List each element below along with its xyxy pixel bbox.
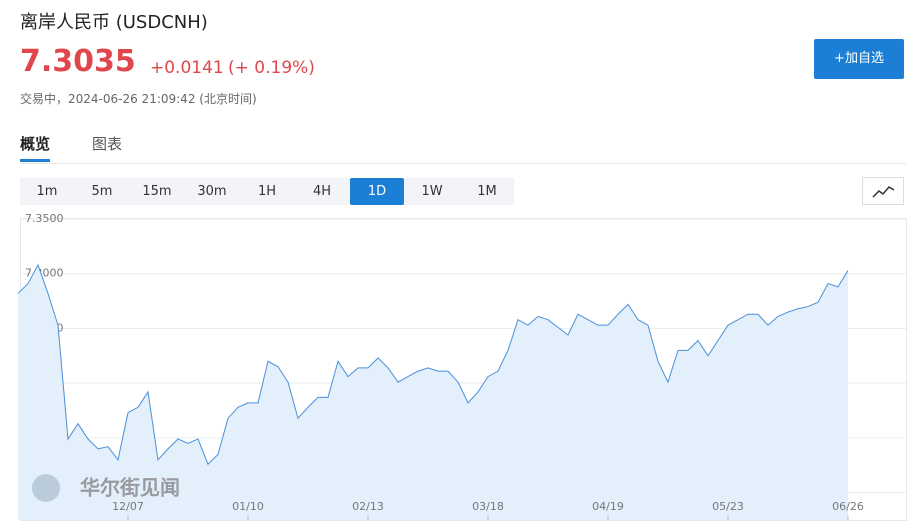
y-tick-label: 7.1000 [25,486,64,499]
chart-frame [20,218,907,521]
x-tick-label: 03/18 [472,500,504,513]
chart-type-button[interactable] [862,177,904,205]
x-tick-label: 05/23 [712,500,744,513]
period-button[interactable]: 1m [36,184,58,199]
period-button[interactable]: 15m [142,184,172,199]
y-tick-label: 7.2000 [25,376,64,389]
period-bar [20,178,514,205]
y-tick-label: 7.1500 [25,431,64,444]
x-tick-label: 12/07 [112,500,144,513]
y-tick-label: 7.3000 [25,267,64,280]
y-tick-label: 7.3500 [25,212,64,225]
tab[interactable]: 概览 [20,133,51,162]
period-button[interactable]: 1D [350,178,404,205]
period-button[interactable]: 4H [312,184,332,199]
line-icon [872,186,895,198]
status: 交易中，2024-06-26 21:09:42 (北京时间) [20,92,257,106]
watermark: 华尔街见闻 [80,476,180,500]
add-watchlist-button[interactable]: +加自选 [814,39,904,79]
title: 离岸人民币 (USDCNH) [20,12,208,33]
change: +0.0141 [150,58,224,78]
period-button[interactable]: 30m [197,184,227,199]
area [18,264,848,520]
x-tick-label: 06/26 [832,500,864,513]
price: 7.3035 [20,44,136,79]
line [17,263,849,466]
x-tick-label: 01/10 [232,500,264,513]
period-button[interactable]: 5m [91,184,113,199]
watermark-logo [32,474,60,502]
x-tick-label: 04/19 [592,500,624,513]
y-tick-label: 7.2500 [25,321,64,334]
period-button[interactable]: 1H [257,184,277,199]
period-button[interactable]: 1M [477,184,497,199]
change-percent: (+ 0.19%) [228,58,315,78]
x-tick-label: 02/13 [352,500,384,513]
separator [20,163,906,164]
period-button[interactable]: 1W [421,184,443,199]
tab[interactable]: 图表 [92,135,123,153]
